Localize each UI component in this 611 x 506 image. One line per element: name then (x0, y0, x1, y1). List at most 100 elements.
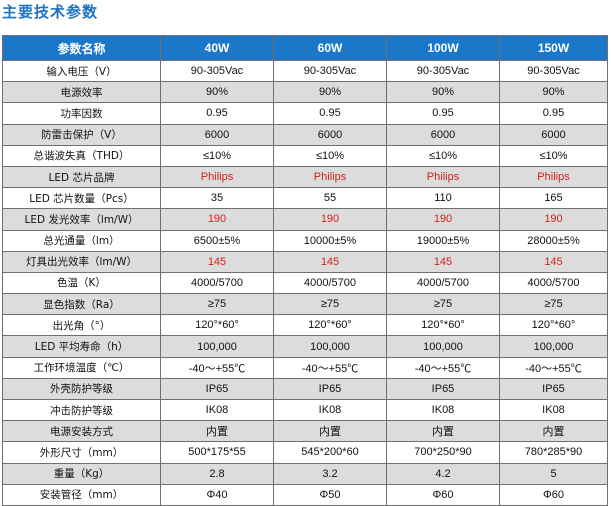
row-value: -40～+55℃ (386, 356, 500, 379)
row-value: ≤10% (499, 144, 608, 167)
row-value: 6000 (273, 123, 387, 146)
row-value: 90-305Vac (273, 59, 387, 83)
row-value: Philips (273, 165, 387, 189)
row-value: 内置 (273, 420, 387, 443)
row-value: 110 (386, 187, 500, 210)
row-value: 100,000 (386, 335, 500, 358)
row-value: 190 (160, 208, 274, 231)
table-row: 输入电压（V） 90-305Vac 90-305Vac 90-305Vac 90-305… (2, 59, 608, 83)
row-label: 色温（K） (2, 271, 161, 295)
row-value: 0.95 (386, 102, 500, 125)
row-value: 内置 (160, 420, 274, 443)
row-label: LED 芯片数量（Pcs） (2, 187, 161, 210)
row-value: 90% (499, 81, 608, 104)
table-row: 防雷击保护（V） 6000 6000 6000 6000 (2, 123, 608, 146)
row-value: 0.95 (499, 102, 608, 125)
table-body: 输入电压（V） 90-305Vac 90-305Vac 90-305Vac 90-305… (2, 59, 608, 506)
row-value: Φ40 (160, 483, 274, 506)
row-value: -40～+55℃ (160, 356, 274, 379)
row-value: 145 (273, 250, 387, 273)
table-row: 灯具出光效率（lm/W） 145 145 145 145 (2, 250, 608, 273)
row-value: 190 (273, 208, 387, 231)
row-value: Philips (386, 165, 500, 189)
row-value: ≤10% (160, 144, 274, 167)
row-label: 总谐波失真（THD） (2, 144, 161, 167)
row-value: 500*175*55 (160, 441, 274, 464)
table-row: LED 芯片数量（Pcs） 35 55 110 165 (2, 187, 608, 210)
row-value: ≥75 (160, 293, 274, 316)
table-row: 色温（K） 4000/5700 4000/5700 4000/5700 4000/570… (2, 271, 608, 295)
row-label: 防雷击保护（V） (2, 123, 161, 146)
table-row: LED 芯片品牌 Philips Philips Philips Philips (2, 165, 608, 189)
row-label: 出光角（°） (2, 314, 161, 337)
table-row: 功率因数 0.95 0.95 0.95 0.95 (2, 102, 608, 125)
row-value: Philips (499, 165, 608, 189)
row-value: 19000±5% (386, 229, 500, 252)
row-label: LED 芯片品牌 (2, 165, 161, 189)
header-60w: 60W (273, 35, 387, 61)
row-value: 4000/5700 (386, 271, 500, 295)
header-100w: 100W (386, 35, 500, 61)
row-value: ≥75 (273, 293, 387, 316)
row-value: 90% (160, 81, 274, 104)
row-label: 工作环境温度（℃） (2, 356, 161, 379)
row-value: 5 (499, 462, 608, 485)
row-value: 4.2 (386, 462, 500, 485)
row-value: 90-305Vac (160, 59, 274, 83)
row-value: ≥75 (386, 293, 500, 316)
table-row: 工作环境温度（℃） -40～+55℃ -40～+55℃ -40～+55℃ -40～+55… (2, 356, 608, 379)
row-value: 4000/5700 (160, 271, 274, 295)
table-row: 安装管径（mm） Φ40 Φ50 Φ60 Φ60 (2, 483, 608, 506)
row-value: 10000±5% (273, 229, 387, 252)
page-title: 主要技术参数 (2, 3, 99, 21)
row-label: 冲击防护等级 (2, 398, 161, 422)
row-value: Philips (160, 165, 274, 189)
header-40w: 40W (160, 35, 274, 61)
row-value: 165 (499, 187, 608, 210)
row-value: IK08 (499, 398, 608, 422)
row-value: ≤10% (273, 144, 387, 167)
row-value: 55 (273, 187, 387, 210)
header-150w: 150W (499, 35, 608, 61)
table-row: 总光通量（lm） 6500±5% 10000±5% 19000±5% 28000±5% (2, 229, 608, 252)
row-value: 90-305Vac (386, 59, 500, 83)
row-value: 120°*60° (160, 314, 274, 337)
row-label: 重量（Kg） (2, 462, 161, 485)
row-value: Φ60 (386, 483, 500, 506)
row-value: ≤10% (386, 144, 500, 167)
row-label: 电源效率 (2, 81, 161, 104)
table-row: 外壳防护等级 IP65 IP65 IP65 IP65 (2, 377, 608, 401)
row-value: 100,000 (499, 335, 608, 358)
row-value: 6000 (386, 123, 500, 146)
row-value: 4000/5700 (273, 271, 387, 295)
row-value: 120°*60° (499, 314, 608, 337)
row-value: IK08 (273, 398, 387, 422)
row-value: 145 (386, 250, 500, 273)
row-label: 功率因数 (2, 102, 161, 125)
row-value: 120°*60° (386, 314, 500, 337)
row-value: 4000/5700 (499, 271, 608, 295)
row-value: IP65 (499, 377, 608, 401)
row-value: 100,000 (160, 335, 274, 358)
row-value: 190 (499, 208, 608, 231)
row-value: 内置 (386, 420, 500, 443)
row-value: 90-305Vac (499, 59, 608, 83)
row-value: 145 (499, 250, 608, 273)
row-label: 安装管径（mm） (2, 483, 161, 506)
header-param-name: 参数名称 (2, 35, 161, 61)
table-row: 外形尺寸（mm） 500*175*55 545*200*60 700*250*90 78… (2, 441, 608, 464)
row-value: 90% (386, 81, 500, 104)
row-value: 0.95 (273, 102, 387, 125)
row-value: 190 (386, 208, 500, 231)
row-value: IK08 (386, 398, 500, 422)
row-value: 6000 (160, 123, 274, 146)
spec-table: 参数名称 40W 60W 100W 150W 输入电压（V） 90-305Vac 9… (2, 35, 608, 506)
table-row: 冲击防护等级 IK08 IK08 IK08 IK08 (2, 398, 608, 422)
row-value: 35 (160, 187, 274, 210)
table-row: 电源安装方式 内置 内置 内置 内置 (2, 420, 608, 443)
row-label: 外形尺寸（mm） (2, 441, 161, 464)
row-value: 内置 (499, 420, 608, 443)
row-value: 100,000 (273, 335, 387, 358)
row-value: IP65 (273, 377, 387, 401)
row-value: IK08 (160, 398, 274, 422)
